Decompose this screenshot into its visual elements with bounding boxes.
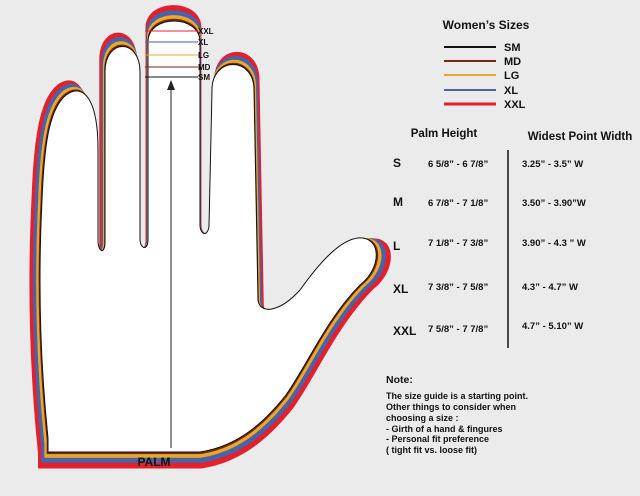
row-width-xl: 4.3” - 4.7” W	[522, 282, 578, 293]
note-line-3: choosing a size :	[386, 413, 459, 423]
row-width-s: 3.25” - 3.5” W	[522, 159, 583, 170]
note-line-5: - Personal fit preference	[386, 434, 489, 444]
row-width-m: 3.50” - 3.90”W	[522, 198, 586, 209]
marker-label-xxl: XXL	[198, 27, 214, 36]
size-markers: XXL XL LG MD SM	[145, 27, 214, 82]
marker-label-md: MD	[198, 63, 211, 72]
arrow-head-icon	[167, 80, 175, 90]
note-line-1: The size guide is a starting point.	[386, 391, 528, 401]
row-size-xl: XL	[393, 282, 408, 296]
hand-outlines	[29, 5, 391, 469]
row-palm-xl: 7 3/8” - 7 5/8”	[428, 282, 488, 293]
note-title: Note:	[386, 374, 413, 386]
row-palm-m: 6 7/8” - 7 1/8”	[428, 198, 488, 209]
marker-label-sm: SM	[198, 73, 210, 82]
legend-label-xxl: XXL	[504, 99, 526, 111]
outline-sm	[39, 20, 377, 453]
row-size-m: M	[393, 195, 403, 209]
marker-label-xl: XL	[198, 38, 208, 47]
row-palm-xxl: 7 5/8” - 7 7/8”	[428, 324, 488, 335]
row-palm-s: 6 5/8” - 6 7/8”	[428, 159, 488, 170]
legend-label-sm: SM	[504, 42, 521, 54]
row-palm-l: 7 1/8” - 7 3/8”	[428, 238, 488, 249]
marker-label-lg: LG	[198, 51, 209, 60]
legend-label-md: MD	[504, 56, 521, 68]
row-size-s: S	[393, 156, 401, 170]
legend-title: Women’s Sizes	[443, 18, 530, 32]
note-line-6: ( tight fit vs. loose fit)	[386, 445, 477, 455]
size-table: Palm Height Widest Point Width S 6 5/8” …	[393, 128, 632, 348]
row-width-l: 3.90” - 4.3 ” W	[522, 238, 586, 249]
row-size-xxl: XXL	[393, 324, 416, 338]
legend-label-xl: XL	[504, 85, 518, 97]
note: Note: The size guide is a starting point…	[386, 374, 528, 455]
legend-label-lg: LG	[504, 70, 519, 82]
row-size-l: L	[393, 239, 400, 253]
legend: Women’s Sizes SM MD LG XL XXL	[443, 18, 530, 111]
row-width-xxl: 4.7” - 5.10” W	[522, 321, 583, 332]
note-line-4: - Girth of a hand & fingures	[386, 424, 503, 434]
note-line-2: Other things to consider when	[386, 402, 516, 412]
palm-label: PALM	[137, 455, 170, 469]
header-widest-width: Widest Point Width	[528, 131, 633, 143]
header-palm-height: Palm Height	[411, 128, 478, 140]
